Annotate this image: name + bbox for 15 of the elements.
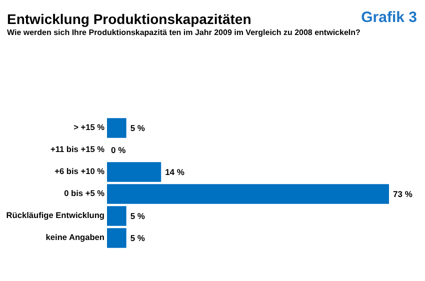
y-tick-label: +6 bis +10 % bbox=[54, 166, 106, 176]
text: Grafik 3 bbox=[361, 9, 417, 26]
data-label: 5 % bbox=[130, 123, 146, 133]
y-tick-label: +11 bis +15 % bbox=[50, 144, 106, 154]
chart-subtitle: Wie werden sich Ihre Produktionskapazitä ten im Jahr 2009 im Vergleich zu 2008 entwickeln? bbox=[7, 28, 360, 37]
data-label: 5 % bbox=[130, 211, 146, 221]
data-label: 73 % bbox=[393, 189, 413, 199]
data-label: 14 % bbox=[165, 167, 185, 177]
chart-title: Entwicklung Produktionskapazitäten bbox=[7, 11, 252, 27]
data-label: 5 % bbox=[130, 233, 146, 243]
y-tick-label: > +15 % bbox=[74, 122, 106, 132]
y-tick-label: keine Angaben bbox=[46, 232, 104, 242]
y-tick-label: Rückläufige Entwicklung bbox=[6, 210, 104, 220]
y-tick-label: 0 bis +5 % bbox=[64, 188, 106, 198]
data-label: 0 % bbox=[111, 145, 126, 155]
